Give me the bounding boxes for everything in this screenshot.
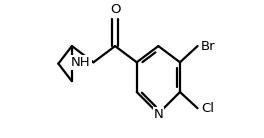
Text: NH: NH xyxy=(71,56,91,69)
Text: Cl: Cl xyxy=(201,102,214,115)
Text: N: N xyxy=(153,108,163,121)
Text: Br: Br xyxy=(201,40,215,53)
Text: O: O xyxy=(110,3,120,16)
